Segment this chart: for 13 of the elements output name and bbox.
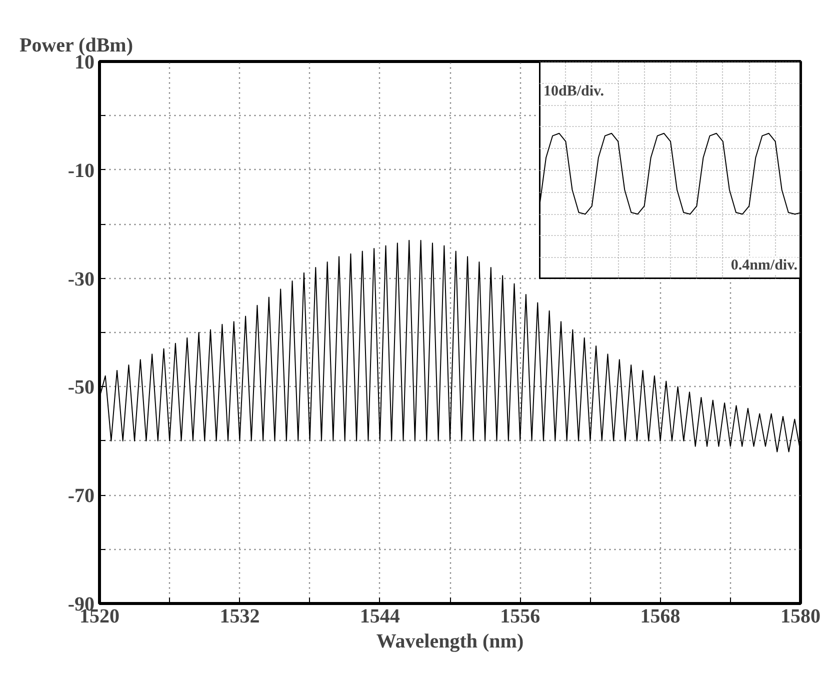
annotation: 0.4nm/div.: [730, 258, 798, 274]
annotation: 10dB/div.: [544, 84, 604, 100]
x-tick-label: 1568: [640, 606, 680, 628]
x-axis-title: Wavelength (nm): [376, 630, 524, 652]
x-tick-label: 1532: [220, 606, 260, 628]
y-tick-label: -10: [68, 160, 95, 182]
x-tick-label: 1544: [360, 606, 400, 628]
y-axis-title: Power (dBm): [20, 34, 133, 56]
y-tick-label: -30: [68, 268, 95, 290]
y-tick-label: -70: [68, 485, 95, 508]
x-tick-label: 1556: [500, 606, 540, 628]
y-tick-label: -50: [68, 376, 95, 399]
x-tick-label: 1580: [780, 606, 820, 628]
